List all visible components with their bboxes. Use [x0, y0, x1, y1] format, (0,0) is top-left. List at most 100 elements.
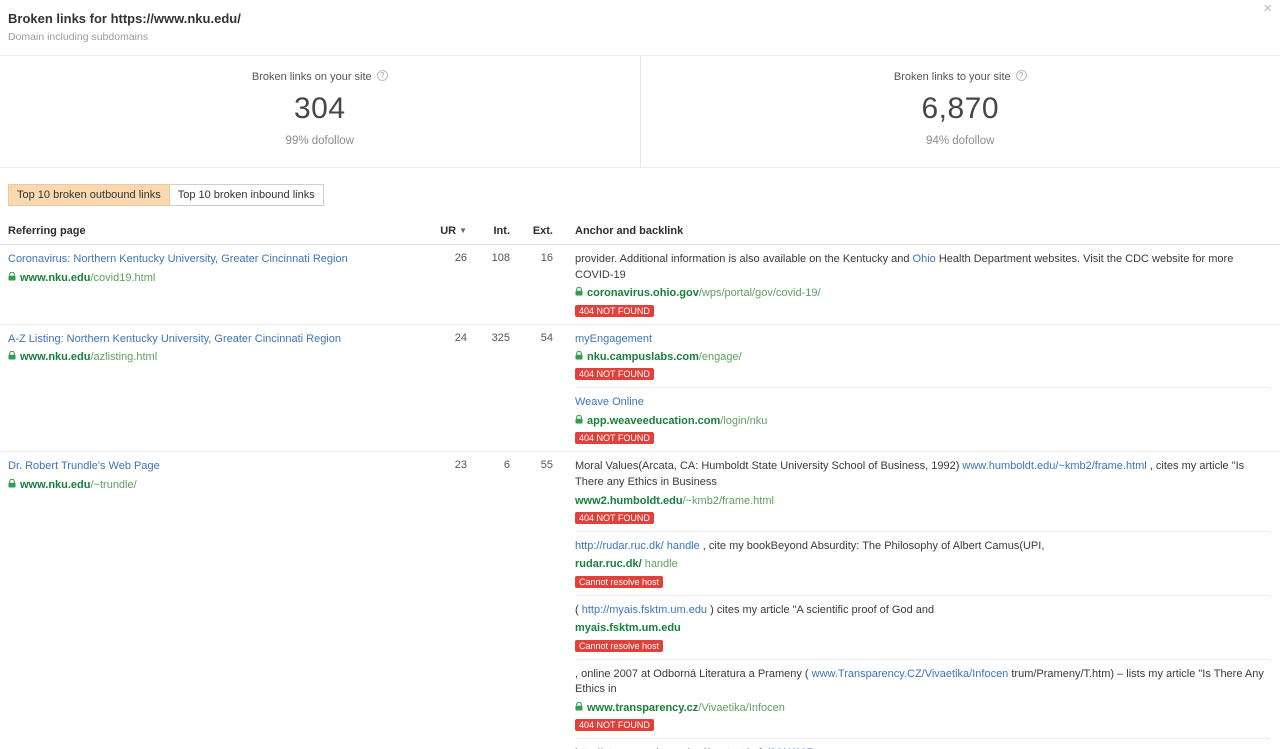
anchor-link[interactable]: Weave Online: [575, 396, 644, 409]
backlink-url[interactable]: coronavirus.ohio.gov/wps/portal/gov/covi…: [575, 286, 1270, 300]
sort-desc-icon: ▼: [459, 226, 467, 235]
referring-page-link[interactable]: Dr. Robert Trundle's Web Page: [8, 460, 160, 473]
page-title: Broken links for https://www.nku.edu/: [8, 11, 241, 26]
stat-sub: 94% dofollow: [926, 135, 995, 147]
backlink-item: Weave Online app.weaveeducation.com/login…: [575, 387, 1270, 451]
column-ur[interactable]: UR ▼: [440, 225, 467, 237]
anchor-text: Weave Online: [575, 395, 1270, 411]
table-row: Dr. Robert Trundle's Web Page www.nku.edu…: [0, 452, 1280, 749]
ext-value: 55: [540, 459, 553, 472]
url-domain: coronavirus.ohio.gov: [587, 287, 699, 300]
backlink-url[interactable]: www.nku.edu/azlisting.html: [8, 350, 413, 364]
tab-broken-outbound-links[interactable]: Top 10 broken outbound links: [8, 184, 170, 206]
status-badge: 404 NOT FOUND: [575, 368, 654, 381]
stat-broken-links-on-site: Broken links on your site? 304 99% dofol…: [0, 56, 641, 167]
close-icon[interactable]: ×: [1263, 0, 1272, 17]
url-path: /Vivaetika/Infocen: [698, 701, 785, 714]
anchor-link[interactable]: www.humboldt.edu/~kmb2/frame.html: [962, 460, 1147, 473]
anchor-text-segment: Health Department websites. Visit the CD…: [575, 253, 1234, 281]
anchor-link[interactable]: www.Transparency.CZ/Vivaetika/Infocen: [811, 667, 1009, 680]
backlink-item: http://rudar.ruc.dk/ handle , cite my bo…: [575, 530, 1270, 595]
url-path: /~kmb2/frame.html: [682, 494, 774, 507]
status-badge: 404 NOT FOUND: [575, 304, 654, 317]
backlink-url[interactable]: rudar.ruc.dk/ handle: [575, 557, 1270, 571]
lock-icon: [8, 478, 16, 488]
ext-value: 54: [540, 331, 553, 344]
anchor-link[interactable]: myEngagement: [575, 332, 653, 345]
column-ext[interactable]: Ext.: [532, 225, 553, 237]
ur-value: 26: [454, 252, 467, 264]
anchor-text-segment: trum/Prameny/T.htm) – lists my article "…: [575, 667, 1264, 696]
url-domain: rudar.ruc.dk/: [575, 558, 642, 571]
stat-value: 6,870: [921, 92, 1000, 125]
backlink-url[interactable]: app.weaveeducation.com/login/nku: [575, 414, 1270, 428]
tab-bar: Top 10 broken outbound links Top 10 brok…: [8, 184, 1280, 206]
backlink-item: Moral Values(Arcata, CA: Humboldt State …: [575, 452, 1270, 531]
int-value: 325: [491, 331, 510, 344]
anchor-text: , online 2007 at Odborná Literatura a Pr…: [575, 667, 1270, 698]
url-domain: www.nku.edu: [20, 351, 91, 364]
referring-page-cell: Coronavirus: Northern Kentucky Universit…: [0, 245, 427, 324]
anchor-link[interactable]: http://myais.fsktm.um.edu: [581, 603, 708, 616]
anchor-text-segment: Moral Values(Arcata, CA: Humboldt State …: [575, 460, 963, 473]
backlink-item: myEngagement nku.campuslabs.com/engage/40…: [575, 325, 1270, 388]
anchor-text: ( http://myais.fsktm.um.edu ) cites my a…: [575, 603, 1270, 619]
referring-page-link[interactable]: Coronavirus: Northern Kentucky Universit…: [8, 253, 348, 265]
ur-value: 23: [454, 459, 467, 472]
int-value: 108: [491, 252, 510, 264]
anchor-text: Moral Values(Arcata, CA: Humboldt State …: [575, 459, 1270, 490]
tab-broken-inbound-links[interactable]: Top 10 broken inbound links: [169, 184, 324, 206]
ext-value: 16: [540, 252, 553, 264]
url-domain: www2.humboldt.edu: [575, 494, 683, 507]
backlink-url[interactable]: www2.humboldt.edu/~kmb2/frame.html: [575, 494, 1270, 508]
status-badge: Cannot resolve host: [575, 639, 664, 652]
stat-sub: 99% dofollow: [285, 135, 354, 147]
referring-page-cell: A-Z Listing: Northern Kentucky Universit…: [0, 325, 427, 452]
backlink-url[interactable]: www.nku.edu/~trundle/: [8, 478, 413, 492]
int-value: 6: [503, 459, 510, 472]
status-badge: 404 NOT FOUND: [575, 432, 654, 445]
column-int[interactable]: Int.: [493, 225, 511, 237]
url-path: /~trundle/: [90, 479, 137, 492]
backlink-url[interactable]: nku.campuslabs.com/engage/: [575, 350, 1270, 364]
anchor-text: http://rudar.ruc.dk/ handle , cite my bo…: [575, 539, 1270, 555]
referring-page-link[interactable]: A-Z Listing: Northern Kentucky Universit…: [8, 332, 341, 345]
anchor-text-segment: ) cites my article "A scientific proof o…: [707, 603, 935, 616]
url-path: /wps/portal/gov/covid-19/: [698, 287, 821, 300]
backlink-item: provider. Additional information is also…: [575, 245, 1270, 324]
backlink-item: , online 2007 at Odborná Literatura a Pr…: [575, 658, 1270, 739]
lock-icon: [575, 701, 583, 711]
column-referring-page[interactable]: Referring page: [8, 225, 86, 237]
url-domain: app.weaveeducation.com: [587, 415, 721, 428]
backlink-url[interactable]: www.transparency.cz/Vivaetika/Infocen: [575, 701, 1270, 715]
anchor-link[interactable]: http://rudar.ruc.dk/ handle: [575, 539, 700, 552]
anchor-backlink-cell: myEngagement nku.campuslabs.com/engage/40…: [553, 325, 1280, 452]
backlink-url[interactable]: myais.fsktm.um.edu: [575, 621, 1270, 635]
anchor-text: myEngagement: [575, 332, 1270, 348]
referring-page-cell: Dr. Robert Trundle's Web Page www.nku.edu…: [0, 452, 427, 749]
stat-broken-links-to-site: Broken links to your site? 6,870 94% dof…: [641, 56, 1280, 167]
help-icon[interactable]: ?: [1015, 70, 1027, 81]
url-domain: www.transparency.cz: [587, 701, 699, 714]
help-icon[interactable]: ?: [376, 70, 388, 81]
url-domain: www.nku.edu: [20, 479, 91, 492]
page-subtitle: Domain including subdomains: [8, 31, 149, 43]
table-row: Coronavirus: Northern Kentucky Universit…: [0, 245, 1280, 325]
stat-value: 304: [293, 92, 346, 125]
backlink-url[interactable]: www.nku.edu/covid19.html: [8, 271, 413, 285]
anchor-link[interactable]: Ohio: [912, 253, 936, 265]
lock-icon: [575, 350, 583, 360]
anchor-link[interactable]: http://ptx.sagepub.com/ cgi/content/refs…: [575, 747, 813, 749]
anchor-backlink-cell: Moral Values(Arcata, CA: Humboldt State …: [553, 452, 1280, 749]
report-header: Broken links for https://www.nku.edu/ Do…: [0, 0, 1280, 56]
status-badge: 404 NOT FOUND: [575, 719, 654, 732]
status-badge: 404 NOT FOUND: [575, 511, 654, 524]
anchor-text-segment: , cite my bookBeyond Absurdity: The Phil…: [699, 539, 1045, 552]
url-path: /login/nku: [720, 415, 768, 428]
stats-section: Broken links on your site? 304 99% dofol…: [0, 56, 1280, 168]
anchor-text-segment: provider. Additional information is also…: [575, 253, 913, 265]
backlink-item: http://ptx.sagepub.com/ cgi/content/refs…: [575, 738, 1270, 749]
ur-value: 24: [454, 331, 467, 344]
lock-icon: [8, 271, 16, 281]
anchor-backlink-cell: provider. Additional information is also…: [553, 245, 1280, 324]
